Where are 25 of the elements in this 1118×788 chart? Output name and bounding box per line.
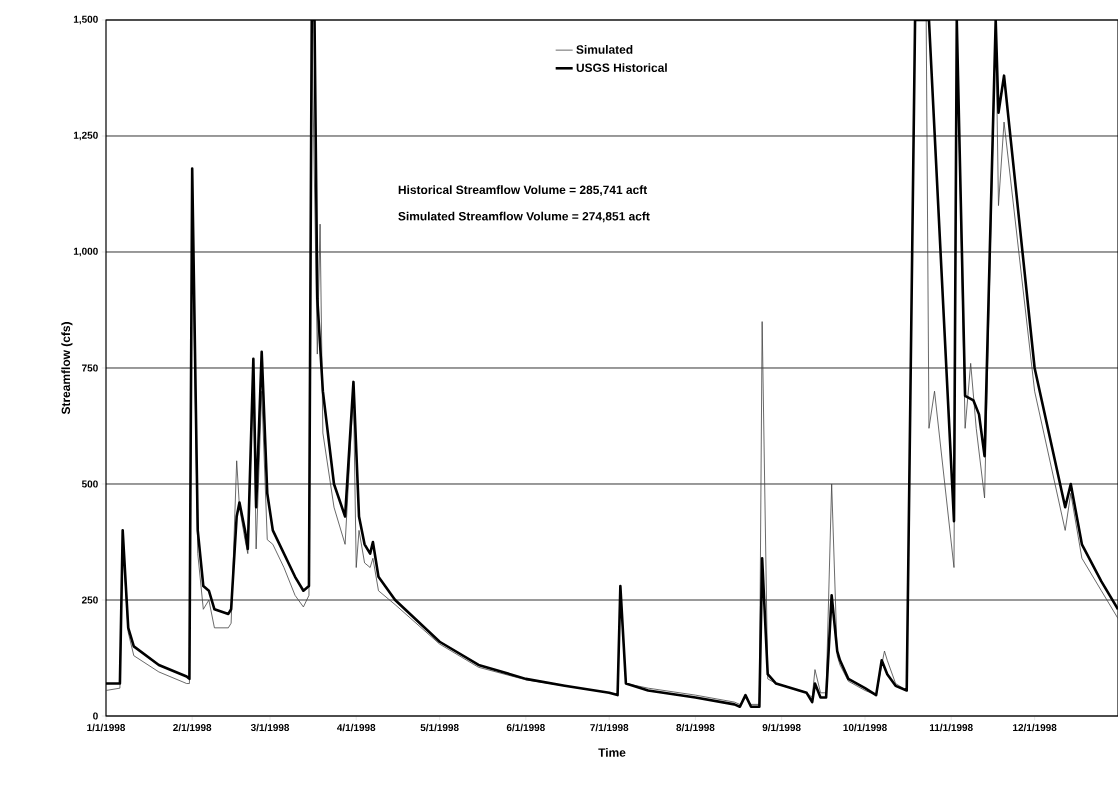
y-tick-label: 0: [93, 712, 98, 720]
x-tick-label: 7/1/1998: [590, 723, 629, 732]
x-tick-label: 1/1/1998: [87, 723, 126, 732]
x-axis-title: Time: [598, 748, 626, 757]
legend-label: USGS Historical: [576, 63, 667, 72]
x-tick-label: 3/1/1998: [250, 723, 290, 732]
y-tick-label: 500: [81, 480, 98, 488]
annotation: Simulated Streamflow Volume = 274,851 acft: [398, 211, 650, 223]
y-tick-label: 1,500: [73, 15, 98, 25]
y-tick-label: 1,250: [73, 131, 98, 141]
x-tick-label: 6/1/1998: [506, 723, 545, 732]
x-tick-label: 12/1/1998: [1013, 723, 1057, 732]
annotation: Historical Streamflow Volume = 285,741 acft: [398, 185, 648, 196]
x-tick-label: 2/1/1998: [173, 723, 212, 732]
x-tick-label: 4/1/1998: [336, 723, 376, 732]
legend-label: Simulated: [576, 45, 633, 54]
x-tick-label: 11/1/1998: [929, 723, 973, 732]
x-tick-label: 9/1/1998: [762, 723, 801, 732]
x-tick-label: 8/1/1998: [676, 723, 715, 732]
x-tick-label: 5/1/1998: [420, 723, 459, 732]
y-axis-title: Streamflow (cfs): [61, 322, 73, 415]
y-tick-label: 750: [82, 364, 98, 372]
y-tick-label: 1,000: [73, 247, 98, 257]
x-tick-label: 10/1/1998: [843, 723, 887, 732]
y-tick-label: 250: [81, 596, 98, 604]
